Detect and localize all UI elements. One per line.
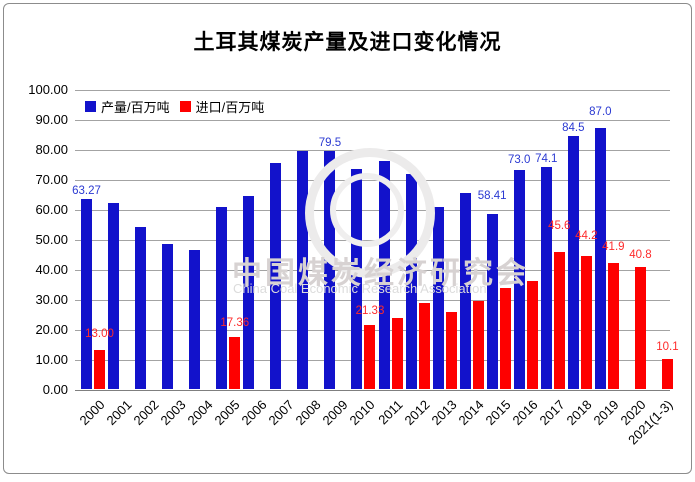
bar-production-2005 (216, 206, 228, 389)
y-axis-tick-label: 80.00 (35, 142, 68, 157)
value-label-import-2017: 45.6 (548, 220, 571, 233)
value-label-import-2018: 44.2 (575, 230, 598, 243)
y-axis-tick-label: 0.00 (42, 382, 68, 397)
y-axis-tick-label: 20.00 (35, 322, 68, 337)
bar-production-2014 (459, 193, 471, 389)
legend-item-production: 产量/百万吨 (85, 97, 170, 116)
bar-production-2007 (270, 162, 282, 389)
y-axis-tick-label: 70.00 (35, 172, 68, 187)
bar-production-2013 (432, 206, 444, 389)
y-axis-tick-label: 60.00 (35, 202, 68, 217)
value-label-import-2010: 21.33 (355, 305, 385, 318)
x-axis-line (75, 390, 670, 391)
bar-import-2013 (445, 311, 457, 389)
bar-import-2000 (94, 350, 105, 389)
legend: 产量/百万吨 进口/百万吨 (85, 97, 264, 116)
bar-import-2015 (499, 287, 511, 389)
bar-import-2021(1-3) (661, 358, 673, 389)
y-axis-tick-label: 30.00 (35, 292, 68, 307)
value-label-production-2017: 74.1 (535, 152, 558, 165)
chart-title: 土耳其煤炭产量及进口变化情况 (193, 30, 502, 54)
y-axis-tick-label: 100.00 (28, 82, 68, 97)
production-swatch-icon (85, 101, 96, 112)
bar-production-2010 (351, 169, 363, 389)
watermark-logo-icon (305, 148, 435, 278)
y-axis-tick-label: 10.00 (35, 352, 68, 367)
bar-production-2002 (135, 227, 147, 389)
watermark-logo-inner-ring-icon (330, 173, 404, 247)
bar-production-2003 (162, 243, 174, 389)
bar-import-2012 (418, 302, 430, 389)
bar-production-2017 (540, 166, 552, 389)
legend-label-import: 进口/百万吨 (195, 100, 265, 115)
value-label-import-2000: 13.00 (85, 328, 114, 340)
watermark-english: China Coal Economic Research Association (233, 281, 487, 296)
y-axis-tick-label: 40.00 (35, 262, 68, 277)
bar-import-2017 (553, 252, 565, 389)
bar-production-2018 (567, 135, 579, 389)
import-swatch-icon (179, 101, 191, 112)
value-label-production-2016: 73.0 (508, 154, 531, 166)
bar-production-2019 (594, 128, 606, 389)
bar-production-2016 (513, 170, 525, 389)
bar-import-2010 (364, 325, 376, 389)
value-label-import-2005: 17.36 (220, 316, 250, 329)
value-label-import-2020: 40.8 (629, 248, 652, 261)
bar-production-2012 (405, 174, 417, 389)
watermark-chinese: 中国煤炭经济研究会 (232, 257, 529, 290)
gridline (75, 120, 670, 121)
bar-import-2020 (634, 266, 646, 389)
bar-import-2014 (472, 301, 484, 389)
bar-production-2006 (243, 196, 255, 389)
bar-import-2011 (391, 317, 403, 389)
bar-import-2019 (607, 263, 619, 389)
bar-production-2001 (108, 203, 120, 389)
bar-import-2018 (580, 256, 592, 389)
gridline (75, 300, 670, 301)
value-label-production-2015: 58.41 (477, 189, 507, 202)
gridline (75, 90, 670, 91)
bar-production-2015 (486, 213, 498, 389)
value-label-import-2021(1-3): 10.1 (656, 340, 679, 353)
bar-production-2009 (324, 150, 336, 389)
value-label-production-2018: 84.5 (562, 121, 585, 134)
legend-label-production: 产量/百万吨 (101, 100, 170, 115)
value-label-production-2009: 79.5 (318, 136, 342, 149)
legend-item-import: 进口/百万吨 (179, 97, 265, 116)
bar-production-2004 (189, 250, 201, 389)
bar-production-2000 (81, 199, 92, 389)
bar-production-2008 (297, 150, 309, 389)
y-axis-tick-label: 90.00 (35, 112, 68, 127)
value-label-import-2019: 41.9 (602, 241, 625, 254)
y-axis-tick-label: 50.00 (35, 232, 68, 247)
bar-import-2005 (229, 336, 241, 389)
bar-import-2016 (526, 281, 538, 389)
value-label-production-2019: 87.0 (589, 106, 612, 118)
value-label-production-2000: 63.27 (72, 185, 101, 198)
